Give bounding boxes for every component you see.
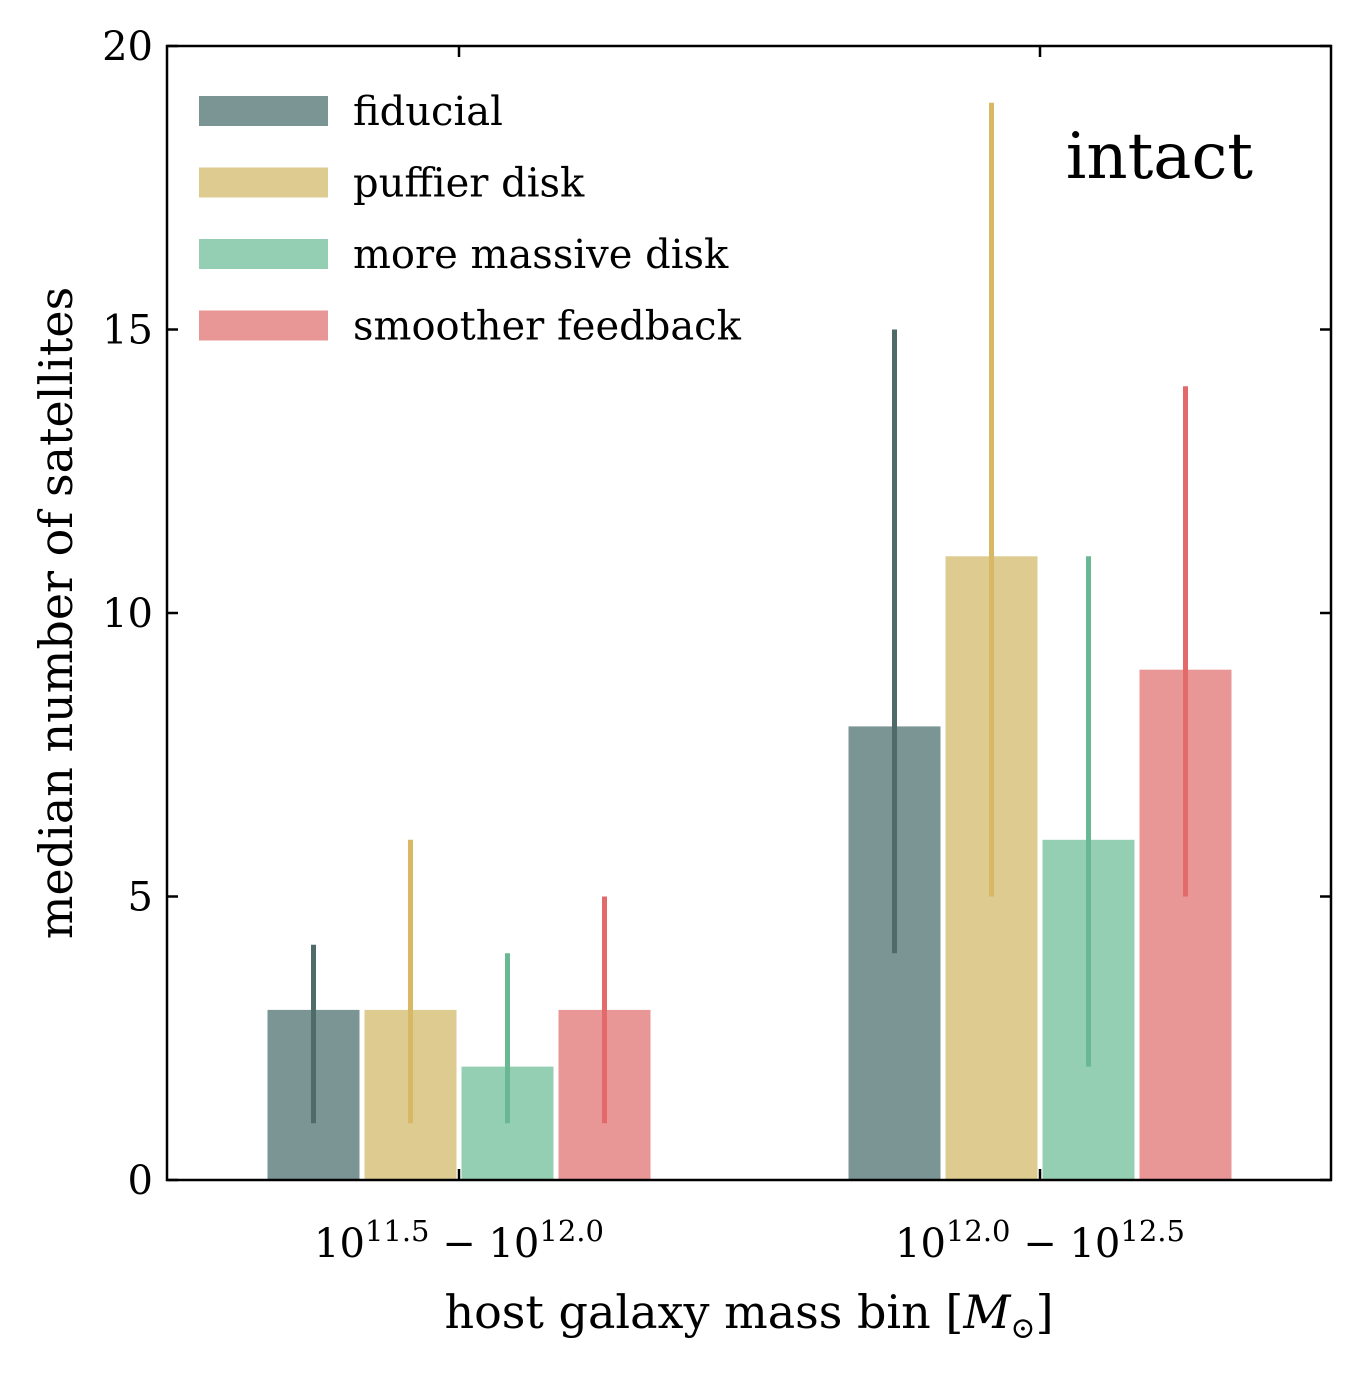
y-tick-label-10: 10 (102, 591, 153, 637)
y-tick-label-5: 5 (128, 875, 153, 921)
legend-label-fiducial: fiducial (353, 89, 503, 135)
y-axis-label: median number of satellites (29, 287, 83, 939)
legend-swatch-fiducial (199, 96, 328, 126)
x-tick-label-1: 1011.5 − 1012.0 (314, 1214, 604, 1267)
legend-label-smoother-feedback: smoother feedback (353, 304, 742, 350)
annotation-intact: intact (1066, 120, 1253, 194)
legend-swatch-puffier-disk (199, 168, 328, 198)
y-tick-label-0: 0 (128, 1158, 153, 1204)
y-tick-label-15: 15 (102, 308, 153, 354)
chart: 05101520 1011.5 − 1012.0 1012.0 − 1012.5 … (0, 0, 1360, 1376)
y-tick-label-20: 20 (102, 24, 153, 70)
legend-label-puffier-disk: puffier disk (353, 161, 585, 207)
x-tick-label-2: 1012.0 − 1012.5 (895, 1214, 1185, 1267)
legend-label-more-massive-disk: more massive disk (353, 232, 729, 278)
legend-swatch-smoother-feedback (199, 311, 328, 341)
legend-swatch-more-massive-disk (199, 239, 328, 269)
x-axis-label: host galaxy mass bin [M⊙] (444, 1285, 1053, 1346)
legend: fiducial puffier disk more massive disk smo… (199, 89, 742, 350)
